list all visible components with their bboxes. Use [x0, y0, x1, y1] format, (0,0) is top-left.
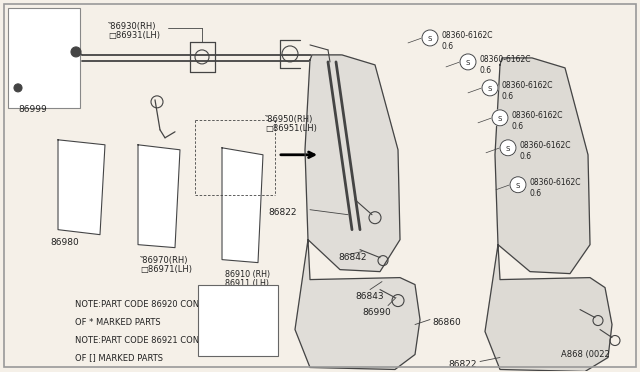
Text: NOTE:PART CODE 86921 CONSISTS: NOTE:PART CODE 86921 CONSISTS	[75, 336, 222, 344]
Text: OF [] MARKED PARTS: OF [] MARKED PARTS	[75, 353, 163, 362]
Text: 86810M: 86810M	[225, 288, 257, 296]
Text: 86843: 86843	[355, 292, 383, 301]
Text: 86842: 86842	[338, 253, 367, 262]
Text: 0.6: 0.6	[512, 122, 524, 131]
Text: 86980: 86980	[50, 238, 79, 247]
Circle shape	[510, 177, 526, 193]
Text: 0.6: 0.6	[442, 42, 454, 51]
Text: 86910 (RH): 86910 (RH)	[225, 270, 270, 279]
Text: S: S	[428, 36, 432, 42]
Circle shape	[460, 54, 476, 70]
Bar	[198, 285, 278, 356]
Circle shape	[71, 47, 81, 57]
Text: □86951(LH): □86951(LH)	[265, 124, 317, 133]
Polygon shape	[485, 245, 612, 372]
Text: S: S	[498, 116, 502, 122]
Circle shape	[240, 327, 256, 343]
Circle shape	[482, 80, 498, 96]
Text: 08360-6162C: 08360-6162C	[442, 32, 493, 41]
Text: 08360-6162C: 08360-6162C	[502, 81, 554, 90]
Text: ‶86930(RH): ‶86930(RH)	[108, 22, 157, 31]
Polygon shape	[58, 140, 105, 235]
Circle shape	[422, 30, 438, 46]
Text: OP: OP	[203, 292, 216, 301]
Text: 08360-6162C: 08360-6162C	[480, 55, 531, 64]
Text: 08360-6162C: 08360-6162C	[530, 178, 582, 187]
Text: NOTE:PART CODE 86920 CONSISTS: NOTE:PART CODE 86920 CONSISTS	[75, 299, 222, 308]
Circle shape	[14, 84, 22, 92]
Text: 86990: 86990	[362, 308, 391, 317]
Text: 86848: 86848	[203, 304, 232, 312]
Text: 86860: 86860	[432, 318, 461, 327]
Text: □86971(LH): □86971(LH)	[140, 264, 192, 274]
Text: S: S	[466, 60, 470, 66]
Text: 86911 (LH): 86911 (LH)	[225, 279, 269, 288]
Text: 86999: 86999	[18, 105, 47, 114]
Polygon shape	[305, 55, 400, 272]
Circle shape	[500, 140, 516, 156]
Polygon shape	[495, 58, 590, 274]
Text: S: S	[516, 183, 520, 189]
Text: 08360-6162C: 08360-6162C	[512, 111, 563, 120]
Bar	[8, 8, 80, 108]
Text: 08360-6162C: 08360-6162C	[520, 141, 572, 150]
Text: S: S	[506, 146, 510, 152]
Text: A868 (0022: A868 (0022	[561, 350, 610, 359]
Text: 0.6: 0.6	[502, 92, 514, 101]
Polygon shape	[222, 148, 263, 263]
Text: S: S	[488, 86, 492, 92]
Text: OF * MARKED PARTS: OF * MARKED PARTS	[75, 318, 161, 327]
Text: □86931(LH): □86931(LH)	[108, 31, 160, 40]
Text: 0.6: 0.6	[520, 152, 532, 161]
Text: 0.6: 0.6	[530, 189, 542, 198]
Text: 0.6: 0.6	[480, 66, 492, 76]
Polygon shape	[138, 145, 180, 248]
Circle shape	[492, 110, 508, 126]
Text: 86822: 86822	[268, 208, 296, 217]
Text: 86822: 86822	[448, 360, 477, 369]
Polygon shape	[295, 240, 420, 369]
Text: ‶86970(RH): ‶86970(RH)	[140, 256, 189, 264]
Text: ‶86950(RH): ‶86950(RH)	[265, 115, 314, 124]
